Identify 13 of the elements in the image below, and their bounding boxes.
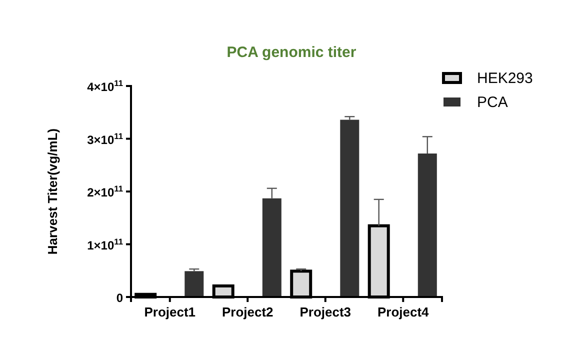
chart-title: PCA genomic titer — [226, 44, 356, 61]
y-tick-label: 1×10$^{11}$ — [87, 236, 124, 252]
y-tick-label: 0 — [116, 291, 124, 305]
legend-label: PCA — [477, 94, 508, 111]
legend-label: HEK293 — [477, 70, 533, 87]
x-tick-label: Project4 — [377, 304, 430, 320]
x-tick-label: Project2 — [222, 304, 274, 320]
y-tick-label: 4×10$^{11}$ — [87, 78, 124, 94]
y-axis-title: Harvest Titer(vg/mL) — [45, 128, 60, 255]
x-tick-label: Project3 — [300, 304, 352, 320]
x-tick-label: Project1 — [144, 304, 196, 320]
y-tick-label: 3×10$^{11}$ — [87, 130, 124, 147]
y-tick-label: 2×10$^{11}$ — [87, 184, 124, 200]
